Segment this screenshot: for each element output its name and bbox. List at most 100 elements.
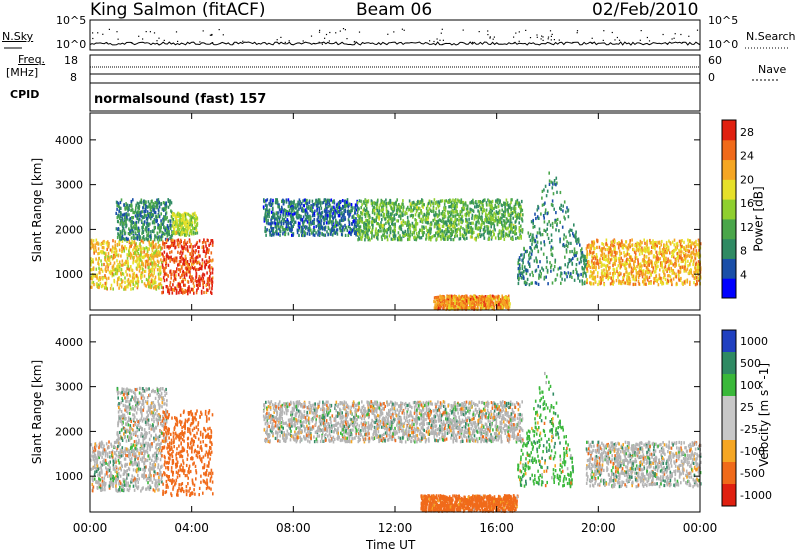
- scatter-cell: [449, 231, 452, 236]
- scatter-cell: [150, 280, 153, 284]
- scatter-cell: [149, 282, 152, 286]
- scatter-cell: [90, 246, 92, 250]
- scatter-cell: [509, 206, 511, 210]
- scatter-cell: [120, 271, 122, 275]
- scatter-cell: [309, 219, 312, 223]
- scatter-cell: [376, 222, 378, 226]
- scatter-cell: [342, 215, 344, 219]
- scatter-cell: [480, 207, 482, 211]
- scatter-cell: [415, 225, 417, 229]
- scatter-cell: [203, 240, 205, 244]
- scatter-cell: [306, 214, 308, 219]
- scatter-cell: [163, 243, 166, 248]
- scatter-cell: [174, 245, 177, 249]
- scatter-cell: [397, 204, 399, 208]
- scatter-cell: [499, 217, 501, 221]
- scatter-cell: [92, 280, 95, 285]
- scatter-cell: [191, 224, 193, 228]
- scatter-cell: [372, 208, 374, 212]
- scatter-cell: [351, 222, 353, 226]
- scatter-cell: [126, 284, 129, 288]
- scatter-cell: [502, 230, 505, 234]
- scatter-cell: [210, 266, 213, 270]
- scatter-cell: [352, 216, 355, 220]
- scatter-cell: [135, 220, 138, 224]
- scatter-cell: [535, 243, 538, 247]
- scatter-cell: [441, 232, 443, 236]
- scatter-cell: [161, 291, 163, 295]
- scatter-cell: [446, 299, 449, 303]
- scatter-cell: [168, 230, 170, 234]
- scatter-cell: [139, 242, 141, 246]
- scatter-cell: [537, 282, 540, 286]
- scatter-cell: [560, 272, 563, 276]
- scatter-cell: [281, 217, 284, 221]
- scatter-cell: [100, 242, 102, 247]
- scatter-cell: [167, 256, 170, 260]
- scatter-cell: [375, 227, 377, 231]
- scatter-cell: [191, 278, 194, 283]
- scatter-cell: [136, 274, 138, 278]
- scatter-cell: [395, 212, 397, 216]
- scatter-cell: [371, 223, 373, 227]
- scatter-cell: [507, 294, 510, 298]
- scatter-cell: [104, 258, 107, 262]
- scatter-cell: [433, 225, 436, 229]
- scatter-cell: [209, 275, 211, 279]
- scatter-cell: [422, 203, 424, 207]
- scatter-cell: [132, 259, 135, 263]
- scatter-cell: [297, 228, 300, 232]
- scatter-cell: [179, 283, 181, 287]
- scatter-cell: [454, 199, 456, 203]
- scatter-cell: [456, 201, 458, 206]
- scatter-cell: [488, 221, 491, 225]
- noise-search-dot: [698, 43, 700, 45]
- scatter-cell: [154, 245, 157, 249]
- scatter-cell: [566, 240, 568, 244]
- scatter-cell: [180, 244, 183, 248]
- scatter-cell: [126, 206, 129, 210]
- scatter-cell: [517, 236, 519, 240]
- scatter-cell: [544, 211, 547, 215]
- scatter-cell: [172, 225, 175, 229]
- scatter-cell: [116, 242, 119, 247]
- scatter-cell: [498, 220, 501, 224]
- noise-search-dot: [212, 42, 214, 44]
- scatter-cell: [194, 219, 196, 223]
- scatter-cell: [117, 202, 120, 206]
- scatter-cell: [182, 249, 185, 253]
- scatter-cell: [143, 238, 146, 242]
- scatter-cell: [465, 304, 468, 308]
- scatter-cell: [433, 217, 436, 221]
- scatter-cell: [391, 208, 393, 212]
- scatter-cell: [158, 268, 161, 272]
- scatter-cell: [156, 198, 158, 202]
- scatter-cell: [358, 217, 361, 221]
- scatter-cell: [382, 204, 384, 208]
- scatter-cell: [317, 229, 319, 233]
- scatter-cell: [386, 235, 388, 239]
- scatter-cell: [143, 213, 146, 217]
- scatter-cell: [310, 221, 312, 225]
- scatter-cell: [179, 288, 182, 292]
- scatter-cell: [185, 261, 187, 265]
- scatter-cell: [536, 215, 539, 219]
- scatter-cell: [442, 233, 445, 237]
- scatter-cell: [282, 211, 284, 215]
- scatter-cell: [561, 225, 564, 229]
- scatter-cell: [276, 200, 279, 204]
- scatter-cell: [145, 262, 147, 266]
- scatter-cell: [323, 198, 326, 202]
- scatter-cell: [303, 219, 306, 223]
- scatter-cell: [189, 290, 191, 294]
- scatter-cell: [104, 274, 106, 278]
- noise-search-dot: [550, 39, 552, 41]
- scatter-cell: [147, 254, 150, 258]
- scatter-cell: [364, 238, 366, 242]
- scatter-cell: [489, 217, 491, 221]
- scatter-cell: [203, 290, 205, 295]
- scatter-cell: [195, 261, 198, 265]
- scatter-cell: [365, 199, 367, 203]
- scatter-cell: [456, 228, 458, 232]
- noise-search-dot: [313, 43, 316, 45]
